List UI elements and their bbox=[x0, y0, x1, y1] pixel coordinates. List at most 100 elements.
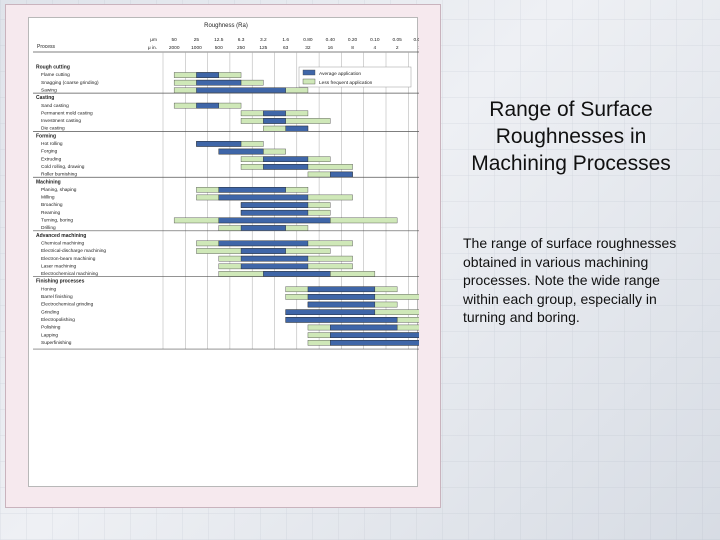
um-unit-label: μm bbox=[150, 38, 157, 43]
um-tick-label: 0.025 bbox=[413, 37, 419, 43]
bar-average bbox=[240, 263, 309, 270]
um-tick-label: 6.3 bbox=[238, 37, 245, 43]
legend-box bbox=[298, 66, 412, 88]
um-tick-label: 3.2 bbox=[260, 37, 267, 43]
uin-tick-label: 16 bbox=[328, 45, 334, 51]
uin-tick-label: 32 bbox=[305, 45, 311, 51]
process-label: Electrical-discharge machining bbox=[41, 248, 106, 254]
bar-average bbox=[263, 118, 286, 124]
bar-average bbox=[196, 141, 242, 147]
process-label: Electron-beam machining bbox=[41, 256, 96, 262]
process-label: Roller burnishing bbox=[41, 172, 77, 178]
bar-average bbox=[330, 324, 398, 331]
process-label: Cold rolling, drawing bbox=[41, 164, 85, 170]
bar-average bbox=[218, 240, 309, 247]
bar-average bbox=[263, 271, 331, 277]
process-label: Investment casting bbox=[41, 118, 81, 124]
um-tick-label: 0.80 bbox=[303, 37, 313, 43]
process-label: Electrochemical grinding bbox=[41, 302, 94, 308]
process-label: Polishing bbox=[41, 325, 61, 331]
slide-body-text: The range of surface roughnesses obtaine… bbox=[463, 235, 677, 325]
process-label: Die casting bbox=[41, 126, 65, 132]
bar-average bbox=[330, 171, 353, 178]
process-label: Broaching bbox=[41, 202, 63, 208]
process-label: Grinding bbox=[41, 309, 59, 315]
group-label: Finishing processes bbox=[36, 279, 85, 285]
bar-average bbox=[196, 72, 219, 78]
bar-average bbox=[240, 202, 309, 208]
process-label: Barrel finishing bbox=[41, 294, 73, 300]
figure-frame: Roughness (Ra) Process μm μ in. 50 25 12.5 6.3 3… bbox=[5, 4, 441, 508]
uin-tick-label: 125 bbox=[259, 45, 267, 51]
group-label: Machining bbox=[36, 179, 61, 185]
uin-tick-label: 63 bbox=[283, 45, 289, 51]
group-label: Casting bbox=[36, 95, 54, 101]
group-label: Advanced machining bbox=[36, 233, 86, 239]
uin-tick-label: 2 bbox=[396, 45, 399, 51]
process-label: Snagging (coarse grinding) bbox=[41, 80, 99, 86]
legend-label: Less frequent application bbox=[319, 80, 373, 86]
bar-average bbox=[196, 87, 286, 94]
process-label: Permanent mold casting bbox=[41, 110, 93, 116]
bar-average bbox=[240, 255, 309, 262]
bar-average bbox=[218, 217, 331, 224]
bar-average bbox=[285, 317, 398, 323]
bar-average bbox=[307, 294, 376, 300]
bar-average bbox=[240, 209, 309, 216]
process-label: Chemical machining bbox=[41, 240, 85, 246]
uin-tick-label: 1000 bbox=[191, 45, 202, 51]
process-label: Electropolishing bbox=[41, 317, 75, 323]
bar-average bbox=[285, 125, 309, 132]
group-label: Forming bbox=[36, 133, 56, 139]
process-label: Honing bbox=[41, 286, 57, 292]
process-label: Sawing bbox=[41, 87, 57, 93]
um-tick-label: 25 bbox=[194, 37, 200, 43]
process-label: Reaming bbox=[41, 210, 61, 216]
um-tick-label: 50 bbox=[171, 37, 177, 43]
um-tick-label: 1.6 bbox=[282, 37, 289, 43]
bar-average bbox=[218, 148, 264, 155]
process-label: Flame cutting bbox=[41, 72, 70, 78]
process-label: Lapping bbox=[41, 332, 58, 338]
process-label: Superfinishing bbox=[41, 340, 72, 346]
roughness-title: Roughness (Ra) bbox=[204, 23, 248, 29]
bar-average bbox=[218, 186, 286, 193]
roughness-chart-svg: Roughness (Ra) Process μm μ in. 50 25 12.5 6.3 3… bbox=[33, 23, 419, 350]
group-label: Rough cutting bbox=[36, 65, 70, 71]
um-tick-label: 0.40 bbox=[326, 37, 336, 43]
um-tick-label: 0.05 bbox=[392, 37, 402, 43]
bar-average bbox=[218, 194, 309, 201]
process-label: Extruding bbox=[41, 156, 62, 162]
process-label: Hot rolling bbox=[41, 141, 63, 147]
bar-average bbox=[196, 102, 219, 109]
process-label: Planing, shaping bbox=[41, 187, 77, 193]
bar-average bbox=[263, 110, 286, 117]
process-label: Turning, boring bbox=[41, 218, 73, 224]
legend-swatch bbox=[302, 69, 316, 76]
bar-average bbox=[330, 332, 419, 338]
bar-average bbox=[330, 340, 419, 346]
um-tick-label: 12.5 bbox=[214, 37, 224, 43]
uin-tick-label: 250 bbox=[237, 45, 245, 51]
bar-average bbox=[196, 79, 242, 86]
um-tick-label: 0.10 bbox=[370, 37, 380, 43]
uin-tick-label: 4 bbox=[374, 45, 377, 51]
uin-tick-label: 1 bbox=[418, 45, 419, 51]
bar-average bbox=[307, 286, 376, 293]
legend-label: Average application bbox=[319, 71, 361, 77]
um-tick-label: 0.20 bbox=[348, 37, 358, 43]
process-label: Sand casting bbox=[41, 103, 69, 109]
roughness-chart: Roughness (Ra) Process μm μ in. 50 25 12.5 6.3 3… bbox=[28, 17, 419, 487]
bar-average bbox=[263, 164, 309, 170]
process-label: Forging bbox=[41, 149, 58, 155]
process-label: Milling bbox=[41, 195, 55, 201]
uin-tick-label: 8 bbox=[351, 45, 354, 51]
bar-average bbox=[240, 248, 286, 254]
uin-tick-label: 500 bbox=[215, 45, 223, 51]
process-header: Process bbox=[37, 44, 56, 50]
legend-swatch bbox=[302, 78, 316, 85]
slide-title: Range of Surface Roughnesses in Machinin… bbox=[471, 98, 671, 175]
uin-unit-label: μ in. bbox=[148, 45, 157, 51]
bar-average bbox=[285, 309, 376, 316]
process-label: Laser machining bbox=[41, 263, 77, 269]
